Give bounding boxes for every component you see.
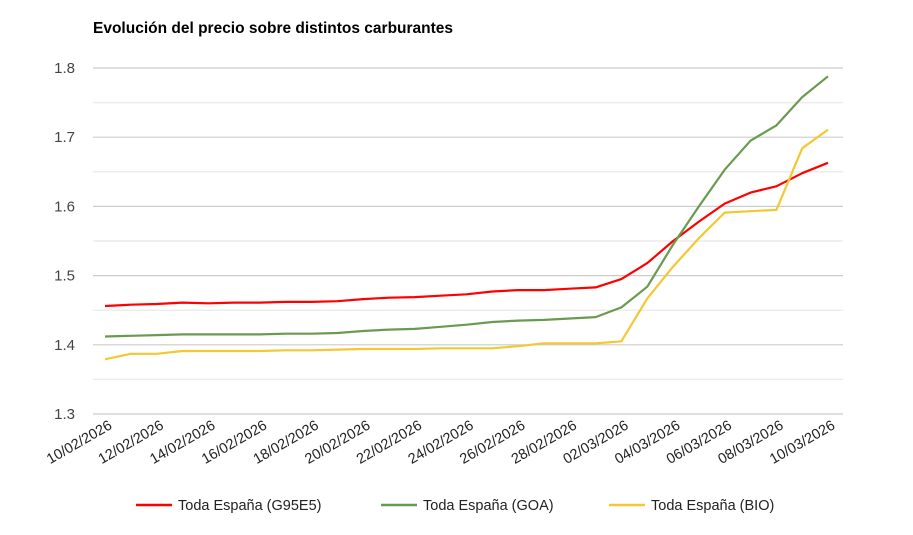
series-line-1 bbox=[104, 75, 829, 338]
y-tick-label: 1.6 bbox=[54, 198, 75, 215]
legend-label: Toda España (BIO) bbox=[651, 498, 774, 514]
series-line-0 bbox=[104, 161, 829, 308]
legend-label: Toda España (GOA) bbox=[423, 498, 554, 514]
legend-label: Toda España (G95E5) bbox=[178, 498, 321, 514]
chart-title: Evolución del precio sobre distintos car… bbox=[93, 20, 454, 37]
y-tick-label: 1.7 bbox=[54, 129, 75, 146]
y-tick-label: 1.3 bbox=[54, 406, 75, 423]
y-tick-label: 1.8 bbox=[54, 60, 75, 77]
y-tick-label: 1.5 bbox=[54, 268, 75, 285]
y-tick-label: 1.4 bbox=[54, 337, 75, 354]
series-line-2 bbox=[104, 128, 829, 361]
